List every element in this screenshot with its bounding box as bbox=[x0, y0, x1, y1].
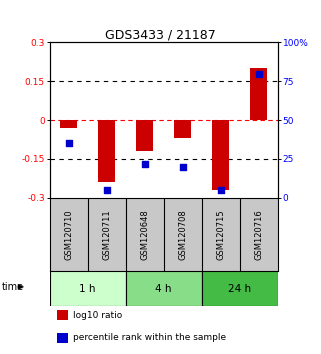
Bar bbox=[98, 120, 115, 182]
Point bbox=[180, 164, 185, 170]
Text: percentile rank within the sample: percentile rank within the sample bbox=[73, 333, 226, 342]
Point bbox=[66, 141, 71, 146]
Bar bbox=[126, 271, 202, 306]
Text: GSM120708: GSM120708 bbox=[178, 209, 187, 260]
Bar bbox=[50, 271, 126, 306]
Text: 4 h: 4 h bbox=[155, 284, 172, 294]
Text: ▶: ▶ bbox=[2, 282, 24, 291]
Text: GSM120716: GSM120716 bbox=[254, 209, 263, 260]
Text: GSM120711: GSM120711 bbox=[102, 209, 111, 260]
Text: GSM120648: GSM120648 bbox=[140, 209, 149, 260]
Bar bbox=[202, 271, 278, 306]
Bar bbox=[56, 333, 68, 343]
Point bbox=[256, 71, 261, 76]
Bar bbox=[250, 68, 267, 120]
Text: GSM120710: GSM120710 bbox=[64, 209, 73, 260]
Bar bbox=[56, 310, 68, 320]
Bar bbox=[60, 120, 77, 128]
Point bbox=[104, 187, 109, 193]
Text: GDS3433 / 21187: GDS3433 / 21187 bbox=[105, 28, 216, 41]
Point bbox=[142, 161, 147, 166]
Point bbox=[218, 187, 223, 193]
Bar bbox=[136, 120, 153, 151]
Text: 24 h: 24 h bbox=[228, 284, 251, 294]
Text: 1 h: 1 h bbox=[80, 284, 96, 294]
Text: log10 ratio: log10 ratio bbox=[73, 310, 122, 320]
Text: time: time bbox=[2, 281, 24, 292]
Bar bbox=[174, 120, 191, 138]
Text: GSM120715: GSM120715 bbox=[216, 209, 225, 260]
Bar bbox=[212, 120, 229, 190]
